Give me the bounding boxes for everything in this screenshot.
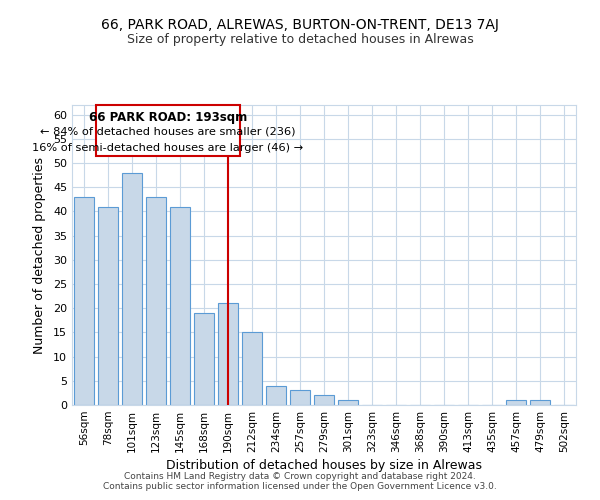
Bar bbox=[122, 172, 142, 405]
Bar bbox=[530, 400, 550, 405]
Text: Contains HM Land Registry data © Crown copyright and database right 2024.: Contains HM Land Registry data © Crown c… bbox=[124, 472, 476, 481]
Bar bbox=[314, 396, 334, 405]
Bar bbox=[506, 400, 526, 405]
Text: Size of property relative to detached houses in Alrewas: Size of property relative to detached ho… bbox=[127, 32, 473, 46]
Bar bbox=[98, 206, 118, 405]
Bar bbox=[218, 304, 238, 405]
Text: 16% of semi-detached houses are larger (46) →: 16% of semi-detached houses are larger (… bbox=[32, 142, 304, 152]
Bar bbox=[338, 400, 358, 405]
Text: 66, PARK ROAD, ALREWAS, BURTON-ON-TRENT, DE13 7AJ: 66, PARK ROAD, ALREWAS, BURTON-ON-TRENT,… bbox=[101, 18, 499, 32]
Bar bbox=[194, 313, 214, 405]
FancyBboxPatch shape bbox=[96, 105, 240, 156]
Bar bbox=[266, 386, 286, 405]
Bar bbox=[170, 206, 190, 405]
Text: ← 84% of detached houses are smaller (236): ← 84% of detached houses are smaller (23… bbox=[40, 127, 296, 137]
Bar bbox=[290, 390, 310, 405]
Bar bbox=[146, 197, 166, 405]
Y-axis label: Number of detached properties: Number of detached properties bbox=[33, 156, 46, 354]
Text: Contains public sector information licensed under the Open Government Licence v3: Contains public sector information licen… bbox=[103, 482, 497, 491]
Bar bbox=[242, 332, 262, 405]
X-axis label: Distribution of detached houses by size in Alrewas: Distribution of detached houses by size … bbox=[166, 459, 482, 472]
Bar bbox=[74, 197, 94, 405]
Text: 66 PARK ROAD: 193sqm: 66 PARK ROAD: 193sqm bbox=[89, 111, 247, 124]
